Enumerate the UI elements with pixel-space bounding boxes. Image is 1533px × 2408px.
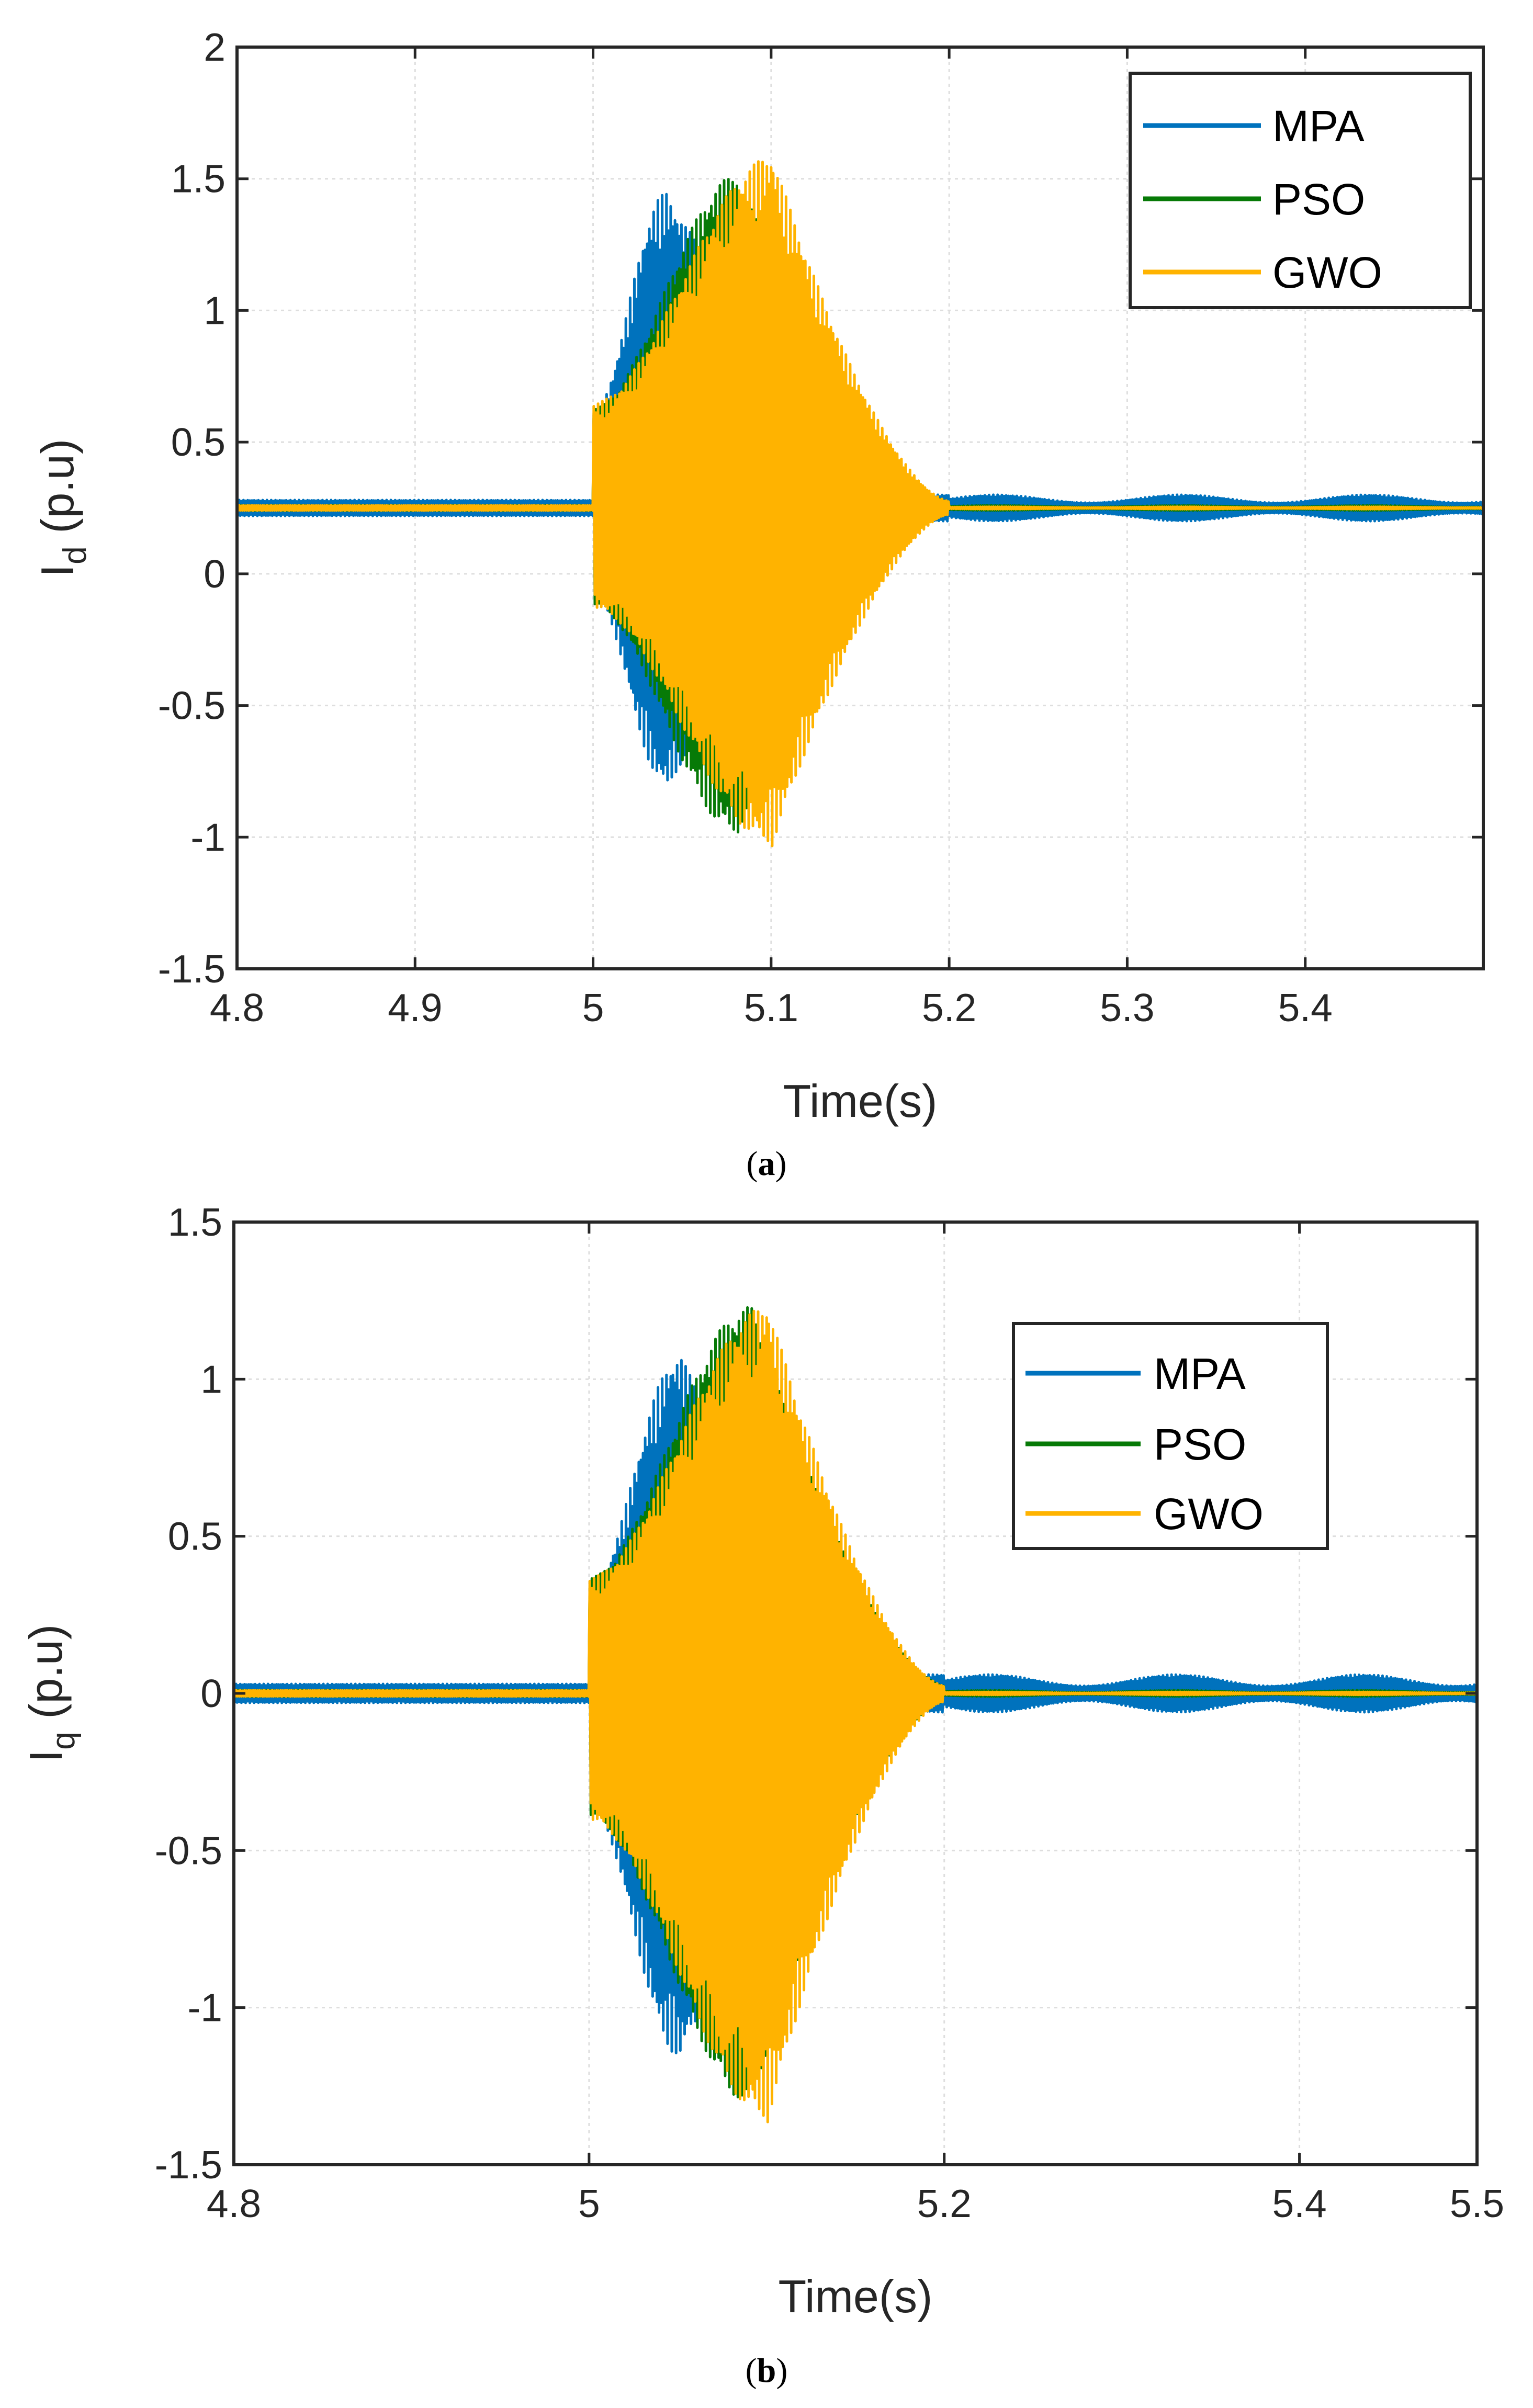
chart-b-y-label-rest: (p.u) — [20, 1624, 72, 1732]
chart-b-ticks: 4.8 5 5.2 5.4 5.5 -1.5 -1 -0.5 0 0.5 1 1.5 — [155, 1200, 1504, 2225]
chart-a-caption-letter: a — [758, 1145, 775, 1183]
chart-b-ytick-label-6: 1.5 — [168, 1200, 222, 1244]
chart-a: 4.8 4.9 5 5.1 5.2 5.3 5.4 -1.5 -1 -0.5 0 0.5 1 1.5 2 T… — [31, 25, 1485, 1183]
chart-a-y-label-sub: d — [57, 546, 93, 564]
chart-b-legend: MPA PSO GWO — [1012, 1322, 1329, 1550]
chart-b-x-axis-label: Time(s) — [779, 2270, 933, 2322]
chart-a-ytick-label-1: -1 — [190, 815, 226, 859]
chart-b-series — [232, 1306, 1478, 2123]
chart-b-caption-open: ( — [746, 2352, 757, 2390]
chart-a-y-label-rest: (p.u) — [31, 439, 83, 546]
chart-a-xtick-label-4: 5.2 — [922, 986, 976, 1030]
chart-b-ytick-label-2: -0.5 — [155, 1828, 222, 1872]
chart-a-xtick-label-2: 5 — [582, 986, 604, 1030]
chart-a-series — [235, 160, 1484, 847]
chart-a-series-gwo — [235, 160, 1484, 847]
chart-a-y-axis-label: Id (p.u) — [31, 439, 93, 577]
chart-b-caption-letter: b — [757, 2352, 776, 2390]
chart-b-legend-label-pso: PSO — [1154, 1420, 1246, 1469]
chart-b-y-label-main: I — [20, 1750, 72, 1762]
chart-a-xtick-label-1: 4.9 — [388, 986, 442, 1030]
chart-b-caption: (b) — [746, 2352, 788, 2390]
chart-a-xtick-label-0: 4.8 — [210, 986, 264, 1030]
chart-a-legend-label-mpa: MPA — [1272, 101, 1365, 151]
chart-b-y-label-sub: q — [46, 1732, 82, 1749]
chart-a-xtick-label-6: 5.4 — [1278, 986, 1333, 1030]
chart-b-xtick-label-0: 4.8 — [207, 2181, 261, 2225]
chart-b-caption-close: ) — [776, 2352, 787, 2390]
chart-b-ytick-label-1: -1 — [187, 1986, 222, 2030]
chart-b-ytick-label-5: 1 — [200, 1357, 222, 1401]
chart-b-ytick-label-0: -1.5 — [155, 2143, 222, 2187]
chart-a-xtick-label-3: 5.1 — [744, 986, 798, 1030]
chart-b-ytick-label-3: 0 — [200, 1671, 222, 1715]
chart-a-legend-label-gwo: GWO — [1272, 248, 1382, 297]
chart-a-legend-box — [1129, 72, 1472, 309]
chart-a-axes-frame — [235, 46, 1485, 970]
chart-b-legend-box — [1012, 1322, 1329, 1550]
chart-a-caption-open: ( — [747, 1145, 758, 1183]
chart-b-xtick-label-1: 5 — [578, 2181, 600, 2225]
chart-a-legend-label-pso: PSO — [1272, 175, 1365, 224]
chart-b-y-axis-label: Iq (p.u) — [20, 1624, 82, 1762]
chart-a-ytick-label-3: 0 — [204, 552, 226, 596]
chart-b-series-gwo — [232, 1309, 1478, 2123]
chart-a-x-axis-label: Time(s) — [783, 1075, 938, 1127]
chart-a-y-label-main: I — [31, 564, 83, 577]
chart-b-legend-label-gwo: GWO — [1154, 1489, 1264, 1539]
chart-a-ytick-label-7: 2 — [204, 25, 226, 69]
chart-b-ytick-label-4: 0.5 — [168, 1514, 222, 1558]
chart-a-xtick-label-5: 5.3 — [1100, 986, 1154, 1030]
chart-a-ytick-label-4: 0.5 — [171, 420, 226, 464]
chart-b-xtick-label-4: 5.5 — [1450, 2181, 1504, 2225]
chart-b-xtick-label-2: 5.2 — [917, 2181, 972, 2225]
chart-b-xtick-label-3: 5.4 — [1272, 2181, 1326, 2225]
chart-a-ticks: 4.8 4.9 5 5.1 5.2 5.3 5.4 -1.5 -1 -0.5 0 0.5 1 1.5 2 — [158, 25, 1483, 1030]
chart-a-ytick-label-6: 1.5 — [171, 157, 226, 201]
chart-a-ytick-label-0: -1.5 — [158, 947, 226, 991]
chart-a-ytick-label-5: 1 — [204, 288, 226, 332]
chart-b: 4.8 5 5.2 5.4 5.5-1.5-1-0.500.511.5 Time(s) … — [20, 1200, 1504, 2390]
chart-a-ytick-label-2: -0.5 — [158, 684, 226, 728]
chart-a-caption: (a) — [747, 1145, 787, 1183]
chart-b-legend-label-mpa: MPA — [1154, 1349, 1246, 1398]
chart-a-legend: MPA PSO GWO — [1129, 72, 1472, 309]
chart-a-caption-close: ) — [775, 1145, 787, 1183]
